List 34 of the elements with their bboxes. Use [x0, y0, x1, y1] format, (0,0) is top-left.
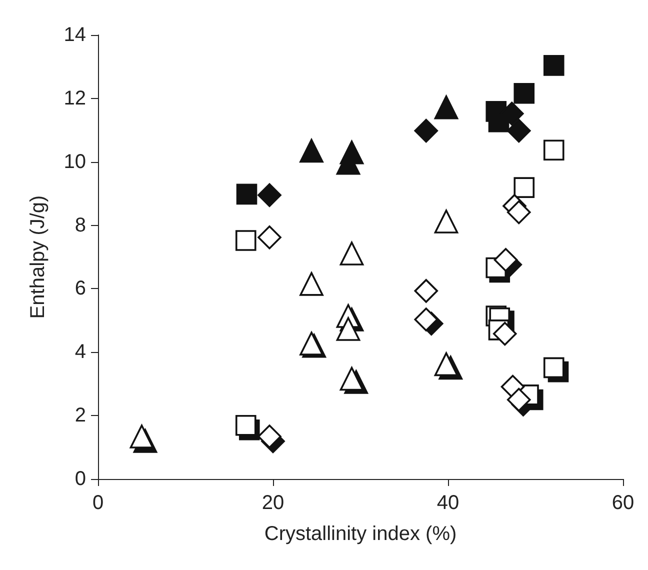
point: [236, 184, 258, 205]
point: [340, 242, 364, 266]
x-axis-title: Crystallinity index (%): [264, 523, 457, 545]
point: [543, 55, 564, 76]
point: [414, 118, 438, 143]
y-axis-title: Enthalpy (J/g): [27, 195, 49, 319]
x-tick-label: 20: [262, 492, 284, 514]
point: [258, 183, 282, 208]
point: [258, 225, 282, 250]
point: [300, 272, 324, 296]
y-tick-label: 2: [74, 404, 86, 427]
point: [506, 200, 531, 224]
point: [434, 95, 458, 120]
point: [543, 357, 564, 378]
point: [514, 82, 535, 104]
y-tick-label: 14: [64, 24, 86, 46]
x-tick-label: 40: [436, 492, 460, 514]
x-tick-label: 60: [612, 492, 634, 514]
point: [506, 118, 531, 143]
y-tick-label: 8: [74, 214, 86, 236]
y-tick-label: 10: [64, 150, 86, 173]
point: [258, 424, 282, 448]
y-tick-label: 0: [74, 468, 86, 490]
point: [300, 138, 324, 163]
point: [235, 415, 256, 436]
point: [434, 210, 458, 234]
x-tick-label: 0: [92, 492, 104, 514]
point: [414, 279, 438, 303]
y-tick-label: 12: [64, 87, 86, 110]
point: [336, 317, 360, 341]
point: [494, 248, 518, 272]
y-tick-label: 4: [74, 341, 86, 364]
point: [492, 322, 517, 346]
y-tick-label: 6: [74, 278, 86, 300]
